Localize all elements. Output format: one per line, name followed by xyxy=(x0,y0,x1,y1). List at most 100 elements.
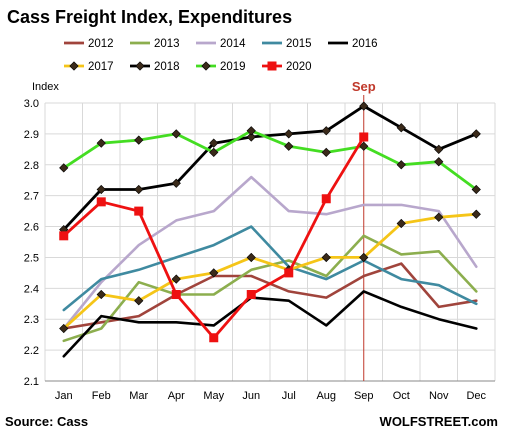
data-point-2017 xyxy=(134,296,144,306)
data-point-2020 xyxy=(96,197,106,207)
legend-item-2019: 2019 xyxy=(196,61,246,73)
series-2020 xyxy=(59,132,369,343)
series-2018 xyxy=(59,101,481,235)
data-point-2019 xyxy=(359,141,369,151)
data-point-2019 xyxy=(396,160,406,170)
x-tick-label: May xyxy=(203,390,224,402)
data-point-2019 xyxy=(134,135,144,145)
data-point-2017 xyxy=(396,218,406,229)
data-point-2019 xyxy=(171,129,181,139)
grid xyxy=(44,102,496,382)
data-point-2020 xyxy=(134,206,144,216)
x-tick-label: Mar xyxy=(129,390,148,402)
x-tick-label: Oct xyxy=(393,390,410,402)
legend-label: 2014 xyxy=(220,38,246,50)
data-point-2017 xyxy=(471,209,481,219)
data-point-2019 xyxy=(434,157,444,167)
series-2017 xyxy=(59,209,481,334)
x-tick-label: Aug xyxy=(316,390,336,402)
legend-item-2017: 2017 xyxy=(64,61,114,73)
series-2016 xyxy=(62,290,478,358)
data-point-2018 xyxy=(171,178,181,188)
x-tick-label: Dec xyxy=(466,390,486,402)
data-point-2018 xyxy=(284,129,294,139)
legend-marker xyxy=(69,61,79,71)
data-point-2020 xyxy=(284,268,294,278)
data-point-2017 xyxy=(434,212,444,222)
sep-annotation: Sep xyxy=(352,79,376,381)
x-tick-label: Feb xyxy=(92,390,111,402)
x-axis-ticks: Jan Feb Mar Apr May Jun Jul Aug Sep Oct Nov Dec xyxy=(55,390,487,402)
data-point-2018 xyxy=(321,126,331,136)
series-2013 xyxy=(62,234,478,343)
x-tick-label: Apr xyxy=(168,390,185,402)
legend-label: 2013 xyxy=(154,38,180,50)
x-tick-label: Jan xyxy=(55,390,73,402)
series-lines xyxy=(59,101,481,358)
data-point-2020 xyxy=(209,333,219,343)
legend: 2012 2013 2014 2015 2016 2017 2018 2019 2020 xyxy=(64,38,378,73)
y-tick-label: 2.2 xyxy=(24,345,39,357)
data-point-2017 xyxy=(209,268,219,278)
data-point-2019 xyxy=(59,163,69,173)
chart-title: Cass Freight Index, Expenditures xyxy=(7,7,292,27)
sep-annotation-label: Sep xyxy=(352,79,376,94)
y-tick-label: 3.0 xyxy=(24,98,39,110)
data-point-2017 xyxy=(321,252,331,263)
series-2019 xyxy=(59,126,481,195)
data-point-2019 xyxy=(246,126,256,136)
legend-marker xyxy=(267,61,277,71)
legend-item-2013: 2013 xyxy=(130,38,180,50)
data-point-2018 xyxy=(396,123,406,133)
legend-label: 2019 xyxy=(220,61,246,73)
data-point-2019 xyxy=(321,147,331,158)
series-line-2016 xyxy=(62,290,478,358)
series-line-2014 xyxy=(62,175,478,330)
series-line-2017 xyxy=(62,212,478,330)
legend-item-2014: 2014 xyxy=(196,38,246,50)
data-point-2018 xyxy=(471,129,481,139)
y-tick-label: 2.7 xyxy=(24,191,39,203)
series-2015 xyxy=(62,225,478,312)
data-point-2019 xyxy=(284,141,294,151)
y-tick-label: 2.4 xyxy=(24,283,39,295)
data-point-2018 xyxy=(209,138,219,148)
data-point-2017 xyxy=(96,289,106,300)
legend-item-2020: 2020 xyxy=(262,61,312,73)
series-line-2018 xyxy=(62,104,478,231)
data-point-2018 xyxy=(359,101,369,111)
y-tick-label: 2.1 xyxy=(24,376,39,388)
legend-label: 2012 xyxy=(88,38,114,50)
legend-label: 2018 xyxy=(154,61,180,73)
x-tick-label: Jun xyxy=(242,390,260,402)
data-point-2020 xyxy=(321,194,331,204)
data-point-2018 xyxy=(246,132,256,142)
legend-label: 2020 xyxy=(286,61,312,73)
brand-label: WOLFSTREET.com xyxy=(380,414,498,429)
y-tick-label: 2.6 xyxy=(24,222,39,234)
data-point-2017 xyxy=(171,274,181,284)
x-tick-label: Sep xyxy=(354,390,374,402)
data-point-2020 xyxy=(171,290,181,300)
x-tick-label: Jul xyxy=(282,390,296,402)
legend-item-2015: 2015 xyxy=(262,38,312,50)
data-point-2020 xyxy=(359,132,369,142)
legend-item-2016: 2016 xyxy=(328,38,378,50)
legend-item-2018: 2018 xyxy=(130,61,180,73)
data-point-2017 xyxy=(59,323,69,334)
y-tick-label: 2.8 xyxy=(24,160,39,172)
legend-item-2012: 2012 xyxy=(64,38,114,50)
y-tick-label: 2.9 xyxy=(24,129,39,141)
legend-marker xyxy=(201,61,211,71)
data-point-2019 xyxy=(209,147,219,158)
x-tick-label: Nov xyxy=(429,390,449,402)
legend-label: 2016 xyxy=(352,38,378,50)
data-point-2018 xyxy=(434,144,444,154)
y-tick-label: 2.3 xyxy=(24,314,39,326)
data-point-2017 xyxy=(246,252,256,263)
data-point-2020 xyxy=(246,290,256,300)
series-line-2013 xyxy=(62,234,478,343)
series-line-2015 xyxy=(62,225,478,312)
legend-label: 2015 xyxy=(286,38,312,50)
